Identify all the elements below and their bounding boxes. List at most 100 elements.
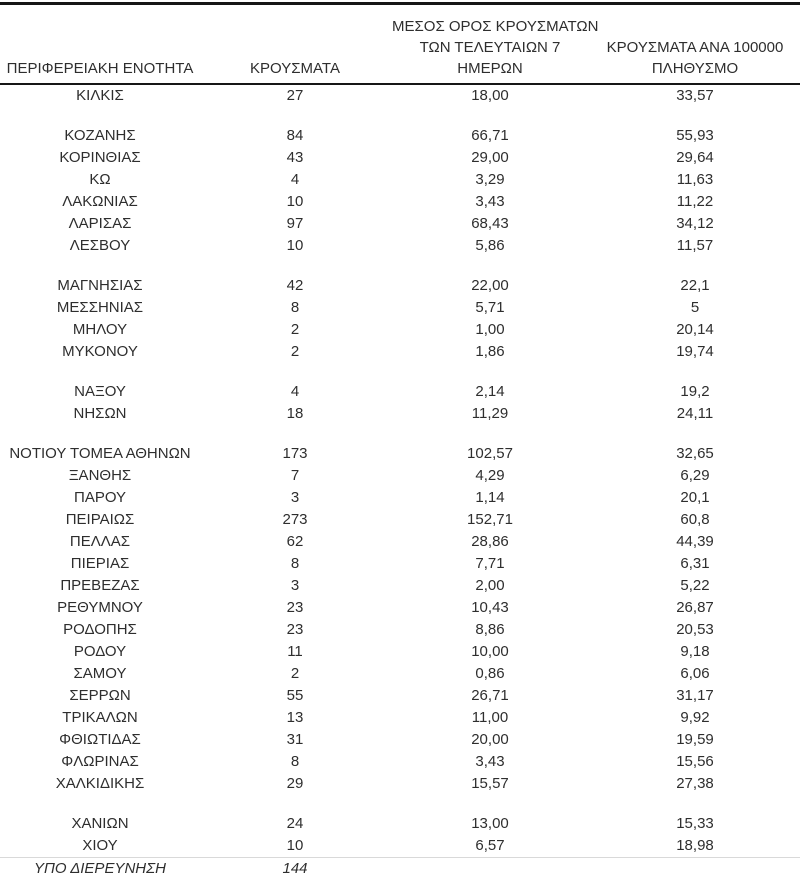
cases-cell: 4 — [290, 383, 300, 400]
cases-cell: 7 — [290, 467, 300, 484]
avg7-cell: 3,43 — [475, 753, 505, 770]
per100k-cell: 20,53 — [676, 621, 714, 638]
per100k-cell: 11,57 — [676, 237, 714, 254]
region-cell: ΡΟΔΟΥ — [73, 643, 127, 660]
avg7-cell: 5,86 — [475, 237, 505, 254]
per100k-cell: 31,17 — [676, 687, 714, 704]
cases-cell: 11 — [287, 643, 303, 660]
region-cell: ΠΕΛΛΑΣ — [69, 533, 131, 550]
avg7-cell: 1,00 — [475, 321, 505, 338]
table-row: ΝΗΣΩΝ 18 11,29 24,11 — [0, 403, 800, 425]
per100k-cell: 11,63 — [676, 171, 714, 188]
table-row: ΠΕΛΛΑΣ 62 28,86 44,39 — [0, 531, 800, 553]
column-header-avg7-line2: ΤΩΝ ΤΕΛΕΥΤΑΙΩΝ 7 — [419, 39, 561, 56]
avg7-cell: 7,71 — [475, 555, 505, 572]
region-cell: ΡΟΔΟΠΗΣ — [63, 621, 137, 638]
avg7-cell: 4,29 — [475, 467, 505, 484]
table-row: ΚΟΖΑΝΗΣ 84 66,71 55,93 — [0, 125, 800, 147]
region-cell: ΧΑΛΚΙΔΙΚΗΣ — [55, 775, 145, 792]
cases-cell: 42 — [286, 277, 304, 294]
table-row: ΡΟΔΟΥ 11 10,00 9,18 — [0, 641, 800, 663]
avg7-cell: 68,43 — [471, 215, 509, 232]
region-cell: ΚΩ — [89, 171, 111, 188]
avg7-cell: 29,00 — [471, 149, 509, 166]
cases-cell: 2 — [290, 665, 300, 682]
per100k-cell: 55,93 — [676, 127, 714, 144]
region-cell: ΦΛΩΡΙΝΑΣ — [61, 753, 139, 770]
spacer-row — [0, 107, 800, 125]
table-row: ΠΑΡΟΥ 3 1,14 20,1 — [0, 487, 800, 509]
cases-cell: 97 — [286, 215, 304, 232]
region-cell: ΠΑΡΟΥ — [73, 489, 127, 506]
column-header-avg7-line1: ΜΕΣΟΣ ΟΡΟΣ ΚΡΟΥΣΜΑΤΩΝ — [392, 18, 599, 35]
region-cell: ΥΠΟ ΔΙΕΡΕΥΝΗΣΗ — [0, 857, 200, 879]
per100k-cell: 15,56 — [676, 753, 714, 770]
cases-cell: 2 — [290, 321, 300, 338]
cases-cell: 43 — [286, 149, 304, 166]
column-header-region: ΠΕΡΙΦΕΡΕΙΑΚΗ ΕΝΟΤΗΤΑ — [0, 5, 200, 85]
regional-cases-table: ΠΕΡΙΦΕΡΕΙΑΚΗ ΕΝΟΤΗΤΑ ΚΡΟΥΣΜΑΤΑ ΜΕΣΟΣ ΟΡΟ… — [0, 5, 800, 879]
region-cell: ΣΕΡΡΩΝ — [69, 687, 131, 704]
table-row: ΧΙΟΥ 10 6,57 18,98 — [0, 835, 800, 858]
table-row: ΣΑΜΟΥ 2 0,86 6,06 — [0, 663, 800, 685]
avg7-cell: 10,43 — [471, 599, 509, 616]
table-row: ΚΩ 4 3,29 11,63 — [0, 169, 800, 191]
per100k-cell: 26,87 — [676, 599, 714, 616]
column-header-cases: ΚΡΟΥΣΜΑΤΑ — [200, 5, 390, 85]
avg7-cell: 5,71 — [475, 299, 505, 316]
per100k-cell: 9,18 — [680, 643, 710, 660]
cases-cell: 31 — [286, 731, 304, 748]
region-cell: ΚΟΡΙΝΘΙΑΣ — [59, 149, 141, 166]
avg7-cell: 18,00 — [471, 87, 509, 104]
region-cell: ΜΥΚΟΝΟΥ — [62, 343, 138, 360]
cases-cell: 13 — [286, 709, 304, 726]
table-row: ΚΟΡΙΝΘΙΑΣ 43 29,00 29,64 — [0, 147, 800, 169]
per100k-cell: 20,1 — [680, 489, 710, 506]
cases-cell: 144 — [200, 857, 390, 879]
cases-cell: 4 — [290, 171, 300, 188]
avg7-cell: 8,86 — [475, 621, 505, 638]
per100k-cell: 60,8 — [680, 511, 710, 528]
per100k-cell: 5,22 — [680, 577, 710, 594]
cases-cell: 2 — [290, 343, 300, 360]
per100k-cell: 15,33 — [676, 815, 714, 832]
table-row: ΥΠΟ ΔΙΕΡΕΥΝΗΣΗ 144 — [0, 857, 800, 879]
avg7-cell: 152,71 — [467, 511, 513, 528]
per100k-cell: 6,06 — [680, 665, 710, 682]
table-top-rule — [0, 2, 800, 5]
table-row: ΞΑΝΘΗΣ 7 4,29 6,29 — [0, 465, 800, 487]
per100k-cell: 29,64 — [676, 149, 714, 166]
header-row: ΠΕΡΙΦΕΡΕΙΑΚΗ ΕΝΟΤΗΤΑ ΚΡΟΥΣΜΑΤΑ ΜΕΣΟΣ ΟΡΟ… — [0, 5, 800, 85]
column-header-per100k: ΚΡΟΥΣΜΑΤΑ ΑΝΑ 100000 ΠΛΗΘΥΣΜΟ — [590, 5, 800, 85]
per100k-cell: 20,14 — [676, 321, 714, 338]
table-row: ΛΑΡΙΣΑΣ 97 68,43 34,12 — [0, 213, 800, 235]
region-cell: ΤΡΙΚΑΛΩΝ — [62, 709, 138, 726]
avg7-cell: 2,00 — [475, 577, 505, 594]
per100k-cell: 6,29 — [680, 467, 710, 484]
cases-cell: 8 — [290, 299, 300, 316]
avg7-cell: 13,00 — [471, 815, 509, 832]
cases-cell: 62 — [286, 533, 304, 550]
cases-cell: 3 — [290, 489, 300, 506]
spacer-cell — [0, 363, 800, 381]
region-cell: ΧΑΝΙΩΝ — [71, 815, 129, 832]
per100k-cell: 9,92 — [680, 709, 710, 726]
region-cell: ΜΗΛΟΥ — [72, 321, 128, 338]
per100k-cell: 33,57 — [676, 87, 714, 104]
avg7-cell: 28,86 — [471, 533, 509, 550]
table-row: ΜΕΣΣΗΝΙΑΣ 8 5,71 5 — [0, 297, 800, 319]
table-row: ΦΛΩΡΙΝΑΣ 8 3,43 15,56 — [0, 751, 800, 773]
column-header-region-label: ΠΕΡΙΦΕΡΕΙΑΚΗ ΕΝΟΤΗΤΑ — [6, 60, 194, 77]
avg7-cell: 0,86 — [475, 665, 505, 682]
spacer-cell — [0, 795, 800, 813]
per100k-cell: 19,74 — [676, 343, 714, 360]
column-header-per100k-line2: ΠΛΗΘΥΣΜΟ — [651, 60, 739, 77]
spacer-row — [0, 425, 800, 443]
avg7-cell: 66,71 — [471, 127, 509, 144]
per100k-cell: 24,11 — [676, 405, 714, 422]
table-row: ΠΙΕΡΙΑΣ 8 7,71 6,31 — [0, 553, 800, 575]
per100k-cell: 34,12 — [676, 215, 714, 232]
per100k-cell: 18,98 — [676, 837, 714, 854]
avg7-cell: 6,57 — [475, 837, 505, 854]
region-cell: ΧΙΟΥ — [82, 837, 118, 854]
